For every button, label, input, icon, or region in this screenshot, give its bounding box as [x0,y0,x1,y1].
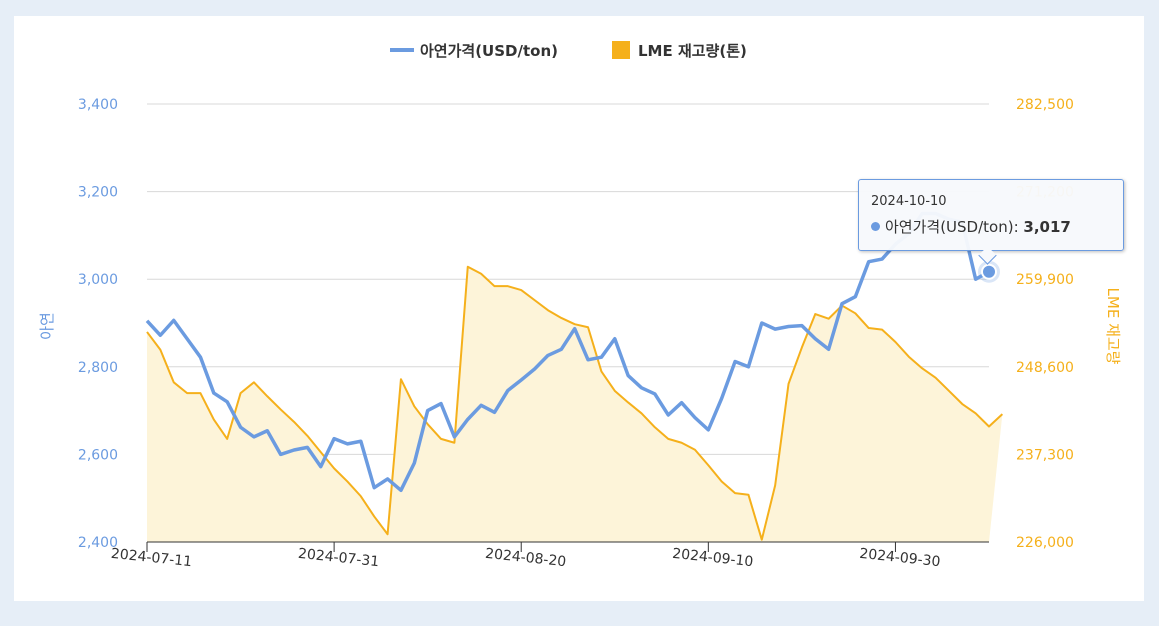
tooltip-row: 아연가격(USD/ton): 3,017 [871,216,1071,237]
y-right-tick-label: 259,900 [1016,272,1074,288]
series-lines [145,211,990,493]
inventory-line [146,265,1004,541]
x-tick-label: 2024-07-11 [110,546,193,570]
tooltip-series-dot [871,222,880,231]
x-tick-label: 2024-09-30 [859,546,942,570]
tooltip-date: 2024-10-10 [871,194,947,209]
zinc-price-lme-inventory-chart: 아연가격(USD/ton) LME 재고량(톤) 2,400 2,600 2,800… [38,41,1122,570]
legend-item-lme-inventory[interactable]: LME 재고량(톤) [612,41,747,60]
y-axis-title-left: 아연 [38,312,56,340]
legend: 아연가격(USD/ton) LME 재고량(톤) [390,41,747,60]
legend-label-zinc-price: 아연가격(USD/ton) [420,42,558,60]
tooltip-series-name: 아연가격(USD/ton) [885,218,1014,236]
y-right-tick-label: 282,500 [1016,97,1074,113]
x-tick-label: 2024-08-20 [484,546,567,570]
inventory-area-fill [147,266,1003,542]
y-left-tick-label: 3,000 [78,272,118,288]
x-tick-label: 2024-09-10 [671,546,754,570]
tooltip: 2024-10-10 아연가격(USD/ton): 3,017 [858,179,1124,265]
x-tick-label: 2024-07-31 [297,546,380,570]
chart-card: 아연가격(USD/ton) LME 재고량(톤) 2,400 2,600 2,800… [14,16,1144,601]
y-left-tick-label: 3,400 [78,97,118,113]
y-left-tick-label: 2,600 [78,447,118,463]
legend-square-marker [612,41,630,59]
inventory-area [146,265,1004,542]
hover-marker [978,260,1000,283]
y-right-tick-label: 237,300 [1016,447,1074,463]
y-left-tick-label: 2,400 [78,535,118,551]
y-axis-title-right: LME 재고량 [1104,288,1122,365]
legend-item-zinc-price[interactable]: 아연가격(USD/ton) [390,42,558,60]
y-left-tick-label: 2,800 [78,360,118,376]
tooltip-value: 3,017 [1023,218,1071,236]
y-right-tick-label: 248,600 [1016,360,1074,376]
y-right-tick-label: 226,000 [1016,535,1074,551]
zinc-price-line [145,211,990,493]
y-left-tick-label: 3,200 [78,185,118,201]
legend-label-lme-inventory: LME 재고량(톤) [638,42,747,60]
hover-point[interactable] [981,263,997,280]
